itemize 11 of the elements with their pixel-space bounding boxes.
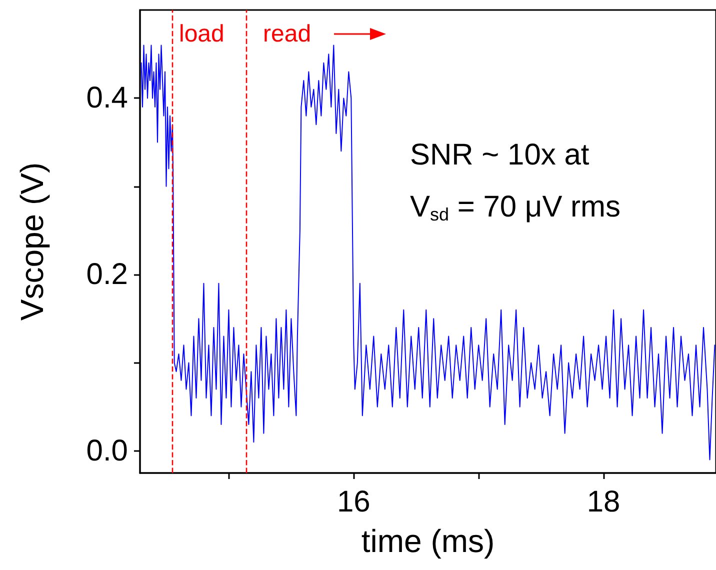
annotation: SNR ~ 10x at: [410, 138, 590, 172]
x-tick-label: 18: [586, 486, 620, 518]
x-tick-label: 16: [336, 486, 370, 518]
y-tick-label: 0.4: [86, 82, 128, 115]
line-series: [140, 44, 716, 460]
x-axis-title: time (ms): [361, 523, 495, 559]
y-tick-label: 0.0: [86, 434, 128, 468]
y-axis-title: Vscope (V): [14, 162, 50, 321]
annotation: read: [263, 20, 312, 48]
annotation: load: [179, 20, 224, 48]
y-tick-label: 0.2: [86, 258, 128, 292]
